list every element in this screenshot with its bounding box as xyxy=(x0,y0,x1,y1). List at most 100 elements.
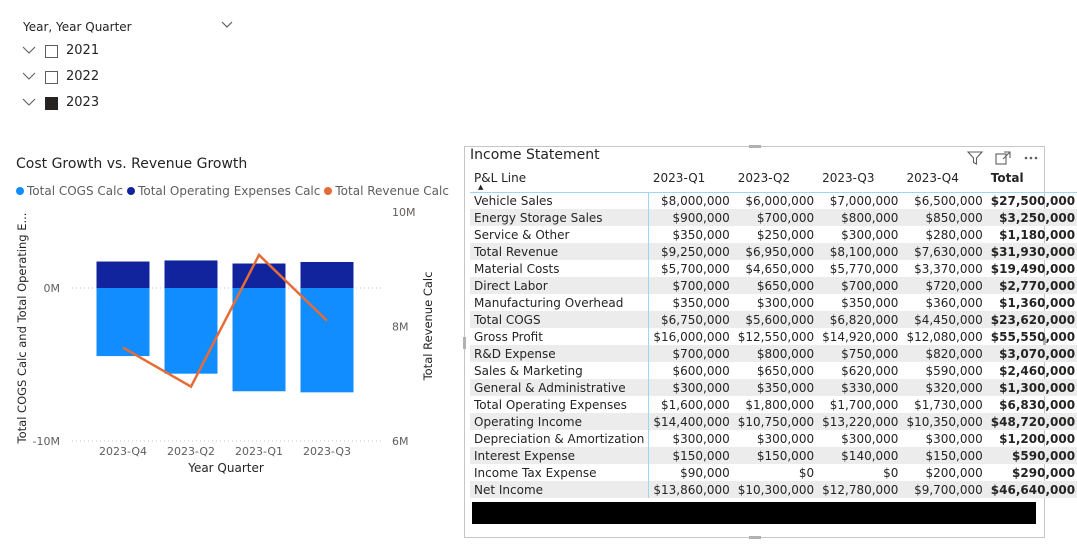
value-cell: $620,000 xyxy=(841,363,899,378)
table-row[interactable]: Net Income $13,860,000 $10,300,000 $12,780,… xyxy=(470,481,1077,498)
table-row[interactable]: Vehicle Sales $8,000,000 $6,000,000 $7,000,… xyxy=(470,192,1077,209)
chevron-down-icon[interactable] xyxy=(220,19,234,31)
x-axis-tick-label: 2023-Q3 xyxy=(303,445,351,458)
value-cell: $23,620,000 xyxy=(986,311,1077,328)
slicer-item-label: 2022 xyxy=(66,69,100,84)
value-cell: $300,000 xyxy=(648,379,734,396)
table-row[interactable]: Total Operating Expenses $1,600,000 $1,800… xyxy=(470,396,1077,413)
bar-total-operating-expenses xyxy=(232,263,286,288)
value-cell: $6,000,000 xyxy=(745,193,815,208)
value-cell: $9,700,000 xyxy=(902,481,987,498)
y2-axis-title: Total Revenue Calc xyxy=(421,272,435,382)
table-row[interactable]: Sales & Marketing $600,000 $650,000 $620,00… xyxy=(470,362,1077,379)
value-cell: $10,750,000 xyxy=(733,413,819,430)
redacted-bar xyxy=(472,502,1036,524)
column-header[interactable]: 2023-Q4 xyxy=(902,164,987,193)
value-cell: $2,460,000 xyxy=(999,363,1076,378)
value-cell: $1,800,000 xyxy=(745,397,815,412)
table-row[interactable]: R&D Expense $700,000 $800,000 $750,000 $820,… xyxy=(470,345,1077,362)
table-row[interactable]: Total Revenue $9,250,000 $6,950,000 $8,100,… xyxy=(470,243,1077,260)
table-row[interactable]: General & Administrative $300,000 $350,000… xyxy=(470,379,1077,396)
column-header[interactable]: 2023-Q2 xyxy=(733,164,819,193)
legend-label: Total Revenue Calc xyxy=(335,184,449,198)
bar-total-operating-expenses xyxy=(164,260,218,288)
value-cell: $7,630,000 xyxy=(902,243,987,260)
chart-title: Cost Growth vs. Revenue Growth xyxy=(16,156,248,172)
value-cell: $590,000 xyxy=(925,363,983,378)
legend-dot-icon xyxy=(127,187,136,195)
y2-axis-tick-label: 8M xyxy=(392,321,409,334)
value-cell: $800,000 xyxy=(818,209,903,226)
value-cell: $300,000 xyxy=(841,227,899,242)
resize-handle-left[interactable] xyxy=(463,337,466,349)
table-title: Income Statement xyxy=(470,147,600,163)
value-cell: $650,000 xyxy=(756,363,815,378)
table-row[interactable]: Material Costs $5,700,000 $4,650,000 $5,770… xyxy=(470,260,1077,277)
bar-total-cogs xyxy=(232,288,286,392)
value-cell: $150,000 xyxy=(648,447,734,464)
value-cell: $140,000 xyxy=(818,447,903,464)
column-header-pl-line[interactable]: P&L Line ▲ xyxy=(470,164,649,193)
slicer-item-2023[interactable]: 2023 xyxy=(22,95,222,113)
row-label-cell: Depreciation & Amortization xyxy=(470,430,650,447)
slicer-checkbox[interactable] xyxy=(45,97,58,110)
chevron-down-icon[interactable] xyxy=(22,71,36,81)
table-row[interactable]: Income Tax Expense $90,000 $0 $0 $200,000 $29… xyxy=(470,464,1077,481)
table-row[interactable]: Operating Income $14,400,000 $10,750,000 $1… xyxy=(470,413,1077,430)
legend-entry[interactable]: Total Operating Expenses Calc xyxy=(127,184,320,198)
slicer-checkbox[interactable] xyxy=(45,71,58,84)
column-header[interactable]: 2023-Q3 xyxy=(818,164,903,193)
column-header-label: 2023-Q3 xyxy=(822,170,875,185)
y2-axis-tick-label: 6M xyxy=(392,435,409,448)
chevron-down-icon[interactable] xyxy=(22,97,36,107)
table-row[interactable]: Service & Other $350,000 $250,000 $300,000 $… xyxy=(470,226,1077,243)
table-row[interactable]: Gross Profit $16,000,000 $12,550,000 $14,92… xyxy=(470,328,1077,345)
slicer-checkbox[interactable] xyxy=(45,45,58,58)
column-header-label: 2023-Q1 xyxy=(652,170,706,185)
chevron-down-icon[interactable] xyxy=(22,45,36,55)
legend-entry[interactable]: Total Revenue Calc xyxy=(324,184,449,198)
table-row[interactable]: Interest Expense $150,000 $150,000 $140,000… xyxy=(470,447,1077,464)
value-cell: $4,650,000 xyxy=(745,261,815,276)
column-header[interactable]: 2023-Q1 xyxy=(648,164,734,193)
income-statement-visual[interactable]: Income Statement P&L Line ▲ 2023-Q1 2023-Q2… xyxy=(463,145,1077,539)
table-row[interactable]: Total COGS $6,750,000 $5,600,000 $6,820,000… xyxy=(470,311,1077,328)
slicer-item-2021[interactable]: 2021 xyxy=(22,43,222,61)
value-cell: $290,000 xyxy=(1012,465,1076,480)
table-row[interactable]: Energy Storage Sales $900,000 $700,000 $800… xyxy=(470,209,1077,226)
row-label-cell: Total Operating Expenses xyxy=(470,396,650,413)
legend-dot-icon xyxy=(324,187,333,195)
legend-label: Total Operating Expenses Calc xyxy=(138,184,321,198)
slicer-item-2022[interactable]: 2022 xyxy=(22,69,222,87)
value-cell: $7,000,000 xyxy=(829,193,899,208)
row-label-cell: Manufacturing Overhead xyxy=(470,294,650,311)
resize-handle-top[interactable] xyxy=(749,145,761,148)
value-cell: $10,350,000 xyxy=(902,413,987,430)
table-row[interactable]: Direct Labor $700,000 $650,000 $700,000 $720… xyxy=(470,277,1077,294)
row-label-cell: General & Administrative xyxy=(470,379,650,396)
value-cell: $3,250,000 xyxy=(986,209,1077,226)
column-header[interactable]: Total xyxy=(986,164,1077,193)
value-cell: $5,700,000 xyxy=(661,261,730,276)
value-cell: $850,000 xyxy=(902,209,987,226)
line-total-revenue xyxy=(122,252,328,389)
row-label-cell: Interest Expense xyxy=(470,447,650,464)
year-quarter-slicer: Year, Year Quarter 2021 2022 2023 xyxy=(0,0,240,120)
resize-handle-right[interactable] xyxy=(1043,337,1046,349)
value-cell: $750,000 xyxy=(818,345,903,362)
value-cell: $12,550,000 xyxy=(737,329,815,344)
y-axis-tick-label: -10M xyxy=(33,435,60,448)
table-row[interactable]: Manufacturing Overhead $350,000 $300,000 $3… xyxy=(470,294,1077,311)
more-options-icon[interactable] xyxy=(1022,150,1040,166)
bar-total-operating-expenses xyxy=(96,261,150,288)
value-cell: $14,920,000 xyxy=(822,329,899,344)
value-cell: $360,000 xyxy=(925,295,983,310)
row-label-cell: Direct Labor xyxy=(470,277,650,294)
value-cell: $1,300,000 xyxy=(986,379,1077,396)
table-row[interactable]: Depreciation & Amortization $300,000 $300,… xyxy=(470,430,1077,447)
value-cell: $6,830,000 xyxy=(999,397,1076,412)
legend-entry[interactable]: Total COGS Calc xyxy=(16,184,123,198)
legend-label: Total COGS Calc xyxy=(27,184,124,198)
row-label-cell: R&D Expense xyxy=(470,345,650,362)
resize-handle-bottom[interactable] xyxy=(749,536,761,539)
